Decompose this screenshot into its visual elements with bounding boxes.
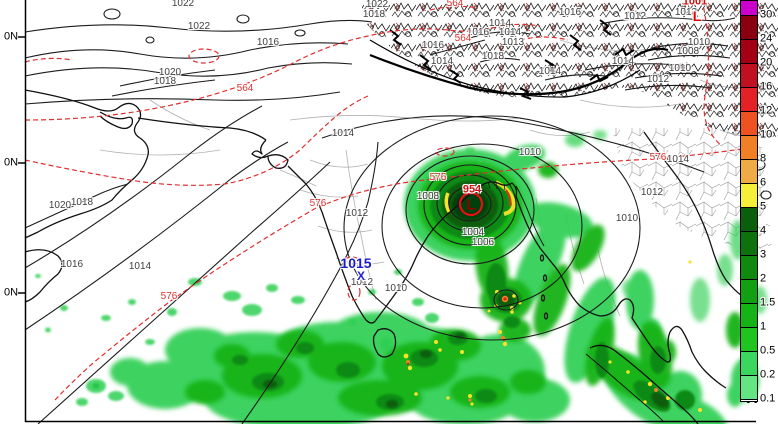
colorbar-tick: 6 (760, 176, 767, 189)
isobar-label: 1018 (481, 51, 505, 62)
contour-label-red: 576 (309, 198, 327, 209)
low-pressure-symbol: L (466, 196, 476, 214)
colorbar-tick: 12 (760, 104, 773, 117)
low-pressure-label: 1001 (682, 0, 708, 8)
isobar-label: 1010 (518, 147, 542, 158)
latitude-label: 0N (4, 156, 19, 169)
colorbar-tick: 0.2 (760, 368, 776, 381)
isobar-label: 1014 (331, 128, 355, 139)
colorbar-segment (741, 184, 757, 208)
colorbar-segment (741, 376, 757, 400)
contour-label-red: 564 (446, 0, 464, 9)
isobar-label: 1014 (498, 27, 522, 38)
isobar-label: 1012 (646, 74, 670, 85)
colorbar-tick: 2 (760, 272, 767, 285)
isobar-label: 1014 (611, 56, 635, 67)
colorbar-segment (741, 112, 757, 136)
pressure-center-marker: X (356, 269, 366, 283)
map-frame (18, 0, 756, 423)
heavy-rain-spots (403, 180, 702, 412)
cyclone-center (458, 191, 484, 217)
isobar-label: 1014 (430, 56, 454, 67)
isobar-label: 1014 (488, 18, 512, 29)
isobar-label: 1008 (416, 191, 440, 202)
latitude-label: 0N (4, 286, 19, 299)
isobar-label: 1013 (674, 7, 698, 18)
isobar-label: 1012 (345, 208, 369, 219)
isobar-label: 1022 (365, 0, 389, 10)
colorbar-segment (741, 232, 757, 256)
colorbar-tick: 8 (760, 152, 767, 165)
colorbar-segment (741, 304, 757, 328)
coastlines (24, 89, 743, 424)
isobar-label: 1018 (70, 197, 94, 208)
colorbar-segment (741, 328, 757, 352)
colorbar-tick: 0.1 (760, 392, 776, 405)
precipitation-colorbar (740, 0, 758, 402)
isobar-label: 1016 (421, 40, 445, 51)
pressure-center-label: 1015 (340, 255, 372, 271)
isobar-label: 1022 (171, 0, 195, 9)
contour-label-red: 576 (649, 152, 667, 163)
isobar-label: 1018 (362, 9, 386, 20)
isobar-label: 1014 (666, 154, 690, 165)
colorbar-tick: 24 (760, 32, 773, 45)
isobar-label: 1016 (558, 7, 582, 18)
isobar-label: 1013 (501, 37, 525, 48)
cyclone-central-pressure: 954 (462, 183, 482, 196)
isobar-label: 1016 (60, 259, 84, 270)
isobar-label: 1010 (687, 37, 711, 48)
colorbar-tick: 1 (760, 320, 767, 333)
isobar-label: 1012 (350, 277, 374, 288)
colorbar-segment (741, 208, 757, 232)
colorbar-tick: 16 (760, 80, 773, 93)
geopotential-contours (24, 0, 743, 401)
colorbar-tick: 30 (760, 8, 773, 21)
contour-label-red: 564 (236, 83, 254, 94)
isobar-label: 1010 (668, 63, 692, 74)
isobar-label: 1014 (538, 66, 562, 77)
isobar-label: 1016 (256, 37, 280, 48)
isobar-label: 1012 (640, 187, 664, 198)
colorbar-segment (741, 256, 757, 280)
isobar-label: 1008 (676, 46, 700, 57)
colorbar-segment (741, 160, 757, 184)
isobar-label: 1012 (623, 11, 647, 22)
isobar-label: 1020 (158, 67, 182, 78)
colorbar-tick: 0.5 (760, 344, 776, 357)
colorbar-tick: 5 (760, 200, 767, 213)
contour-label-red: 576 (429, 172, 447, 183)
colorbar-tick: 3 (760, 248, 767, 261)
colorbar-segment (741, 40, 757, 64)
contour-label-red: 564 (454, 33, 472, 44)
isobar-label: 1010 (384, 283, 408, 294)
isobar-label: 1014 (128, 261, 152, 272)
colorbar-tick: 1.5 (760, 296, 776, 309)
colorbar-segment (741, 352, 757, 376)
latitude-label: 0N (4, 30, 19, 43)
colorbar-segment (741, 1, 757, 16)
low-pressure-symbol: L (692, 8, 702, 24)
colorbar-segment (741, 16, 757, 40)
colorbar-segment (741, 64, 757, 88)
terrain-contours (362, 0, 778, 140)
isobar-label: 1010 (615, 213, 639, 224)
colorbar-segment (741, 136, 757, 160)
colorbar-tick: 4 (760, 224, 767, 237)
isobar-label: 1018 (153, 76, 177, 87)
contour-label-red: 576 (160, 291, 178, 302)
isobar-label: 1022 (187, 21, 211, 32)
isobar-label: 1020 (48, 200, 72, 211)
colorbar-tick: 20 (760, 56, 773, 69)
colorbar-segment (741, 280, 757, 304)
isobar-label: 1004 (461, 227, 485, 238)
isobar-label: 1016 (466, 27, 490, 38)
colorbar-segment (741, 88, 757, 112)
colorbar-tick: 10 (760, 128, 773, 141)
isobar-label: 1006 (471, 237, 495, 248)
